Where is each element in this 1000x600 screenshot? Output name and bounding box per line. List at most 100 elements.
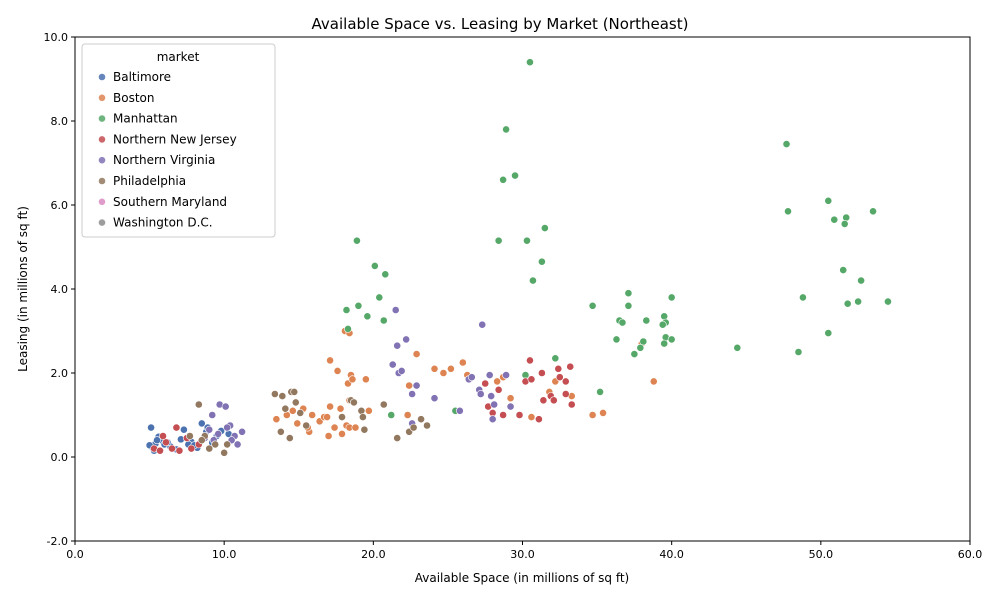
point-boston [326,356,334,365]
point-manhattan [794,348,803,356]
point-manhattan [824,196,833,205]
point-manhattan [379,316,388,325]
point-northern-virginia [490,400,499,409]
point-manhattan [540,224,549,232]
point-boston [446,364,455,373]
point-boston [439,369,448,377]
point-boston [361,375,370,384]
legend-items: Baltimore Boston Manhattan Northern New Jer… [98,70,237,230]
legend-title: market [157,50,200,64]
point-northern-new-jersey [526,356,534,365]
point-northern-virginia [391,306,400,314]
y-tick-label: 4.0 [51,283,69,296]
point-northern-new-jersey [561,377,570,386]
point-northern-virginia [208,411,217,419]
legend: market Baltimore Boston Manhattan Northern … [81,43,276,238]
point-northern-virginia [478,320,487,329]
point-philadelphia [302,421,311,430]
legend-label-baltimore: Baltimore [113,70,171,84]
legend-marker-baltimore [98,73,106,81]
point-northern-virginia [397,366,406,375]
point-manhattan [363,312,372,321]
point-baltimore [153,436,161,445]
point-manhattan [658,320,667,329]
point-northern-virginia [488,415,497,424]
point-baltimore [147,423,155,432]
point-manhattan [636,343,645,352]
point-boston [326,402,334,411]
point-manhattan [884,297,892,306]
point-boston [430,364,439,373]
point-manhattan [830,215,839,224]
point-manhattan [511,171,519,180]
point-manhattan [660,339,669,348]
point-philadelphia [185,432,194,440]
chart-title: Available Space vs. Leasing by Market (N… [312,15,689,33]
point-manhattan [667,335,676,344]
point-northern-virginia [408,390,417,398]
point-northern-virginia [402,335,411,344]
point-philadelphia [291,398,300,407]
point-manhattan [370,261,379,270]
point-manhattan [494,236,503,245]
point-northern-new-jersey [554,364,563,373]
x-tick-label: 50.0 [809,548,834,561]
point-manhattan [381,270,390,279]
point-northern-new-jersey [535,415,543,424]
point-manhattan [869,207,877,216]
legend-marker-boston [98,93,106,102]
point-boston [333,366,342,375]
point-manhattan [839,266,848,274]
point-northern-virginia [430,394,439,403]
point-manhattan [799,293,807,302]
point-philadelphia [360,425,369,434]
point-boston [412,350,421,358]
legend-marker-northern-virginia [98,156,106,165]
point-manhattan [523,236,531,245]
point-northern-virginia [238,427,246,436]
point-manhattan [612,335,621,344]
point-philadelphia [278,392,287,400]
point-philadelphia [393,434,402,442]
point-boston [338,429,346,438]
point-philadelphia [409,423,418,432]
point-boston [403,411,412,419]
point-northern-virginia [506,402,515,411]
point-northern-new-jersey [172,423,181,432]
point-baltimore [197,419,206,428]
legend-marker-philadelphia [98,177,106,185]
point-boston [458,358,467,367]
y-axis: -2.0 0.0 2.0 4.0 6.0 8.0 10.0 [44,31,75,548]
x-tick-label: 0.0 [66,548,84,561]
data-points [145,58,892,457]
point-manhattan [842,213,851,222]
point-northern-virginia [223,423,232,432]
point-northern-virginia [476,390,485,398]
y-tick-label: 2.0 [51,367,69,380]
point-northern-new-jersey [555,373,564,382]
point-manhattan [624,289,633,298]
x-tick-label: 40.0 [659,548,684,561]
point-boston [293,419,302,428]
point-boston [405,381,414,390]
legend-marker-northern-new-jersey [98,135,106,144]
legend-label-northern-virginia: Northern Virginia [113,153,215,167]
point-manhattan [784,207,792,216]
point-philadelphia [276,427,285,436]
point-manhattan [375,293,384,302]
point-boston [324,432,333,440]
legend-label-southern-maryland: Southern Maryland [113,195,227,209]
point-boston [336,404,345,413]
point-manhattan [782,140,791,148]
point-philadelphia [417,415,425,424]
legend-label-washington-d-c-: Washington D.C. [113,216,213,230]
point-philadelphia [211,440,220,449]
point-manhattan [667,293,676,302]
point-northern-virginia [485,371,494,379]
point-boston [527,413,536,421]
point-manhattan [624,301,633,310]
point-manhattan [843,299,852,308]
y-tick-label: -2.0 [47,535,68,548]
x-axis-label: Available Space (in millions of sq ft) [415,571,629,585]
